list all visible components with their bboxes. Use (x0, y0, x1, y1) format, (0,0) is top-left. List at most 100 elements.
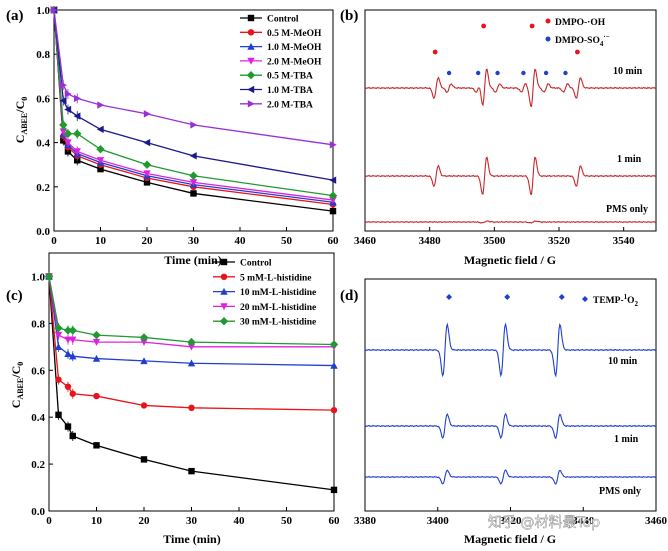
legend-marker (246, 71, 256, 80)
data-point (63, 326, 73, 335)
panel-a-label: (a) (6, 8, 24, 24)
so4-peak-marker (475, 70, 481, 76)
panel-c-label: (c) (6, 288, 23, 304)
data-point (189, 152, 197, 160)
x-tick-label: 40 (234, 515, 246, 527)
epr-trace-1min (364, 412, 657, 440)
x-tick-label: 20 (139, 515, 151, 527)
epr-trace-10min (364, 322, 657, 378)
panel-a-ylabel: CABEE/C0 (13, 97, 29, 143)
panel-a: 0 10 20 30 40 50 60 0.0 0.2 0.4 0.6 0.8 1.0 (a) Time… (6, 5, 339, 267)
panel-a-xlabel: Time (min) (164, 253, 221, 267)
y-tick-label: 0.8 (36, 49, 50, 61)
data-point (140, 357, 148, 365)
data-point (140, 456, 148, 463)
data-point (55, 411, 62, 419)
x-tick-label: 3440 (572, 515, 595, 527)
oh-peak-marker (529, 23, 535, 29)
legend-so4-marker (545, 36, 551, 42)
data-point (92, 354, 101, 362)
data-point (187, 337, 196, 347)
data-point (140, 402, 148, 409)
y-tick-label: 0.0 (36, 226, 50, 238)
epr-trace-pms (364, 220, 657, 224)
data-point (60, 81, 67, 89)
x-tick-label: 3480 (419, 235, 442, 247)
temp-peak-marker (504, 294, 511, 300)
y-tick-label: 0.2 (31, 459, 45, 471)
data-point (64, 90, 72, 98)
panel-b-trace-label-pms: PMS only (606, 204, 648, 215)
data-point (97, 101, 105, 109)
data-point (328, 191, 338, 200)
data-point (55, 376, 62, 383)
data-point (143, 179, 151, 186)
data-point (54, 343, 63, 351)
data-point (54, 331, 63, 339)
x-tick-label: 20 (142, 235, 154, 247)
data-point (73, 148, 81, 156)
legend-marker (220, 273, 228, 280)
so4-peak-marker (543, 70, 549, 76)
legend-label: Control (267, 15, 299, 25)
y-tick-label: 0.6 (31, 365, 45, 377)
x-tick-label: 3500 (483, 235, 506, 247)
legend-label: 10 mM-L-histidine (240, 288, 316, 298)
panel-c: 0 10 20 30 40 50 60 0.0 0.2 0.4 0.6 0.8 1.0 (c) Time… (6, 252, 340, 546)
data-point (188, 404, 195, 411)
legend-label: 1.0 M-MeOH (267, 43, 322, 53)
legend-label: 0.5 M-MeOH (267, 29, 322, 39)
panel-b-trace-label-1min: 1 min (617, 154, 642, 165)
data-point (54, 323, 63, 333)
x-tick-label: 40 (235, 235, 247, 247)
panel-d-label: (d) (340, 288, 358, 304)
data-point (44, 272, 54, 281)
x-tick-label: 0 (46, 515, 52, 527)
data-point (330, 486, 338, 494)
x-tick-label: 50 (281, 515, 293, 527)
panel-b-frame (364, 9, 657, 232)
data-point (97, 165, 104, 173)
panel-a-legend: Control 0.5 M-MeOH 1.0 M-MeOH 2.0 M-MeOH 0.5… (240, 14, 322, 110)
x-tick-label: 50 (281, 235, 293, 247)
epr-trace-1min (364, 156, 657, 195)
data-point (92, 330, 101, 340)
data-point (64, 139, 72, 147)
epr-trace-pms (364, 469, 657, 485)
legend-marker (247, 14, 255, 22)
data-point (59, 96, 67, 105)
data-point (143, 138, 151, 147)
y-tick-label: 0.8 (31, 318, 45, 330)
legend-label: 5 mM-L-histidine (240, 273, 312, 283)
x-tick-label: 30 (188, 235, 200, 247)
y-tick-label: 0.2 (36, 182, 50, 194)
data-point (59, 128, 67, 136)
oh-peak-marker (481, 23, 487, 29)
data-point (189, 179, 198, 187)
legend-marker (219, 317, 229, 326)
data-point (330, 406, 338, 414)
panel-b-label: (b) (340, 8, 358, 24)
legend-label: 1.0 M-TBA (267, 86, 313, 96)
y-tick-label: 0.0 (31, 506, 45, 518)
y-tick-label: 0.4 (31, 412, 45, 424)
data-point (59, 120, 68, 130)
legend-label: Control (240, 259, 272, 269)
x-tick-label: 3460 (354, 235, 377, 247)
legend-so4-label: DMPO-SO4·− (555, 33, 610, 48)
x-tick-label: 3520 (548, 235, 571, 247)
data-point (187, 343, 196, 351)
legend-marker (247, 100, 255, 108)
data-point (64, 383, 72, 390)
oh-peak-marker (575, 49, 580, 55)
panel-b-ticks: 3460 3480 3500 3520 3540 (354, 227, 635, 247)
data-point (96, 157, 105, 164)
legend-label: 2.0 M-TBA (267, 100, 313, 110)
data-point (64, 336, 72, 344)
data-point (63, 129, 73, 138)
data-point (139, 333, 149, 342)
series-line-3 (48, 276, 334, 348)
panel-d-traces (364, 294, 657, 485)
data-point (68, 326, 77, 335)
